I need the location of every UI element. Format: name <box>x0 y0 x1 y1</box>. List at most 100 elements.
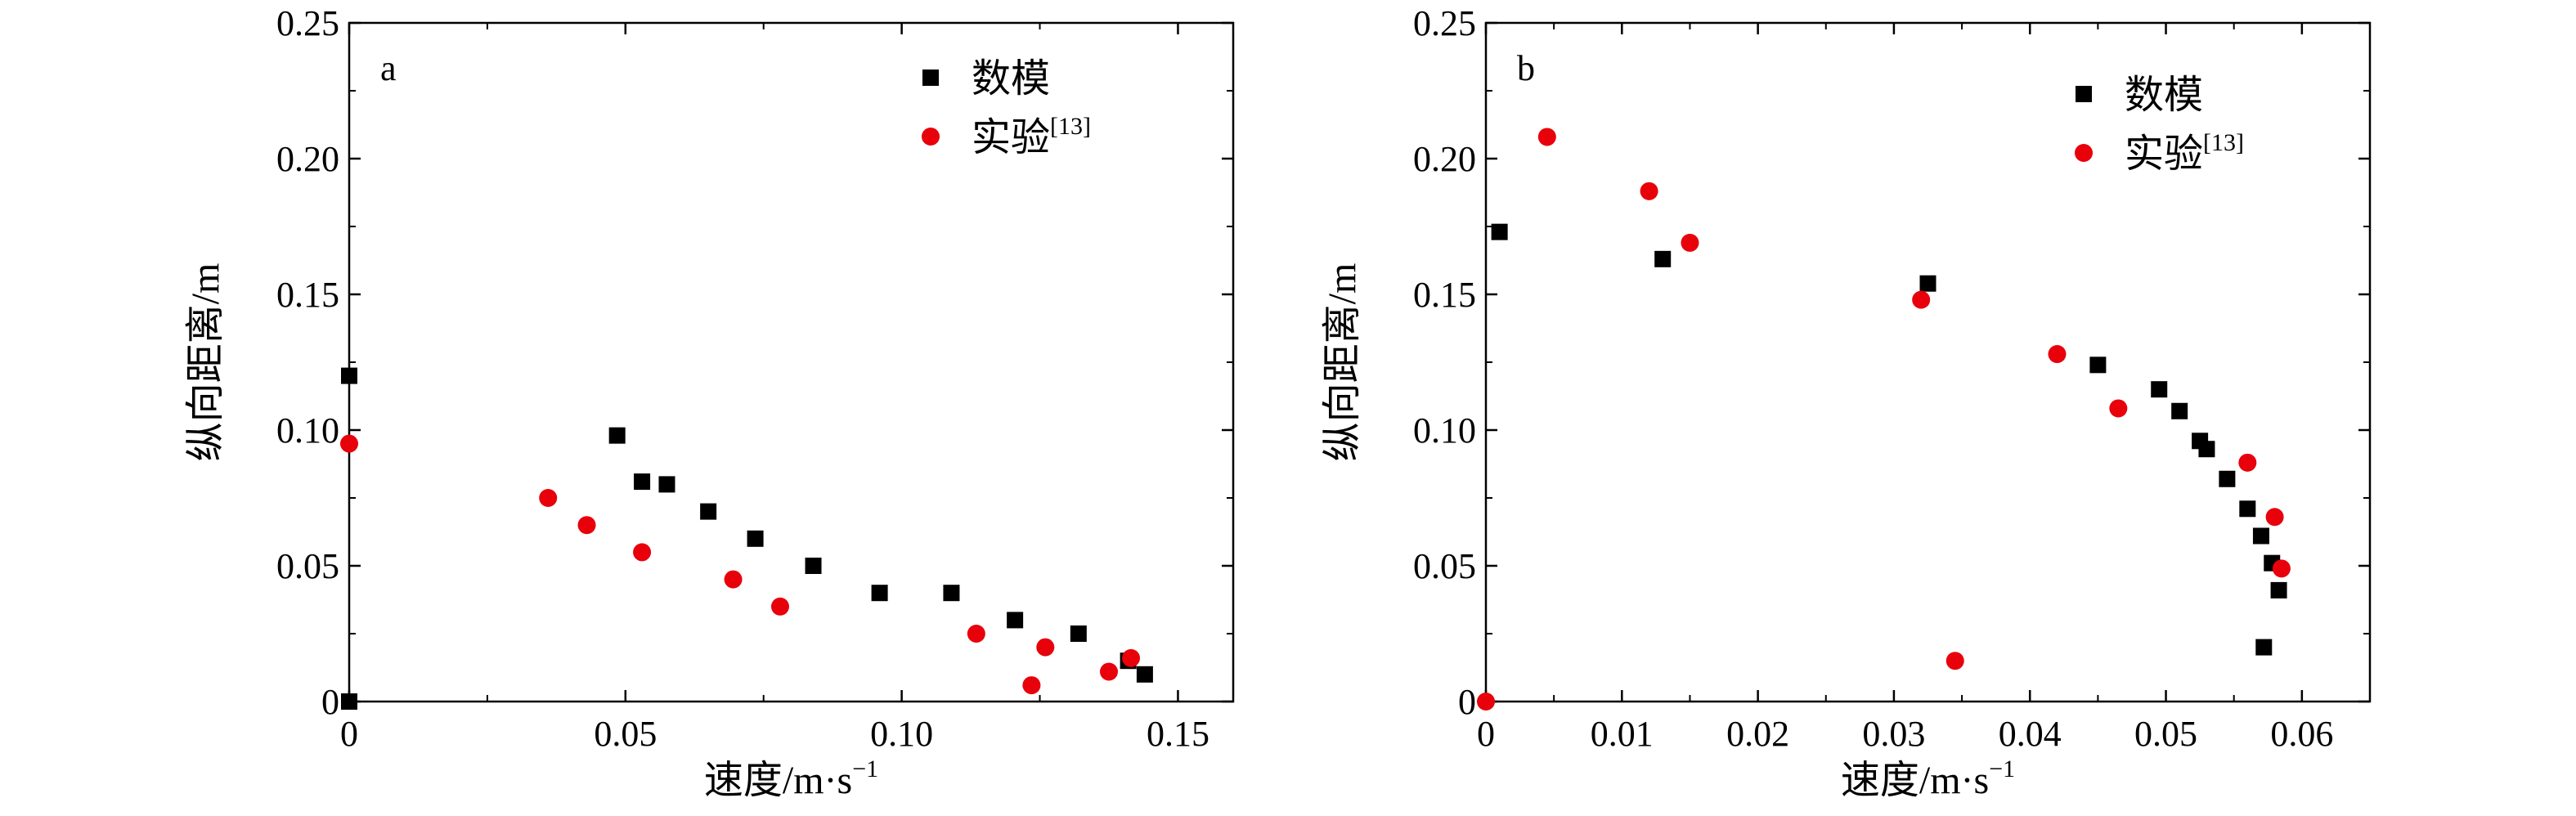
plot-frame <box>348 21 1235 703</box>
series-experimental <box>340 434 1141 695</box>
data-point-square <box>2252 527 2269 545</box>
x-axis-title: 速度/m·s−1 <box>704 755 878 802</box>
data-point-square <box>1919 275 1936 292</box>
data-point-square <box>2270 581 2287 599</box>
legend-label-sup: [13] <box>1050 113 1091 140</box>
data-point-square <box>634 473 651 491</box>
x-tick-label: 0.05 <box>594 714 657 754</box>
legend-label-sup: [13] <box>2203 129 2244 156</box>
x-tick-label: 0.05 <box>2134 714 2197 754</box>
data-point-circle <box>770 597 789 616</box>
data-point-circle <box>967 625 985 643</box>
data-point-circle <box>577 516 596 535</box>
data-point-circle <box>2265 508 2284 527</box>
data-point-square <box>1070 625 1087 642</box>
x-tick-label: 0.10 <box>870 714 933 754</box>
plot-frame <box>1484 21 2372 703</box>
data-point-circle <box>1099 662 1118 681</box>
y-axis-title: 纵向距离/m <box>184 263 227 462</box>
data-point-circle <box>1945 652 1964 670</box>
data-point-square <box>608 427 626 444</box>
legend-label: 数模 <box>972 57 1050 101</box>
x-axis-title-sup: −1 <box>1989 755 2015 782</box>
data-point-square <box>341 367 357 384</box>
data-point-circle <box>2109 399 2128 418</box>
y-tick-label: 0.10 <box>1413 410 1476 451</box>
data-point-circle <box>1640 182 1658 200</box>
data-point-circle <box>2048 345 2067 364</box>
x-tick-label: 0 <box>1477 714 1495 754</box>
data-point-square <box>2198 441 2215 458</box>
data-point-circle <box>1537 128 1556 146</box>
x-tick-label: 0 <box>340 714 358 754</box>
panel-a: 0 0.05 0.10 0.15 0 0.05 0.10 0.15 0.20 0.25 速度/m·s… <box>184 3 1235 802</box>
y-tick-label: 0 <box>321 682 339 722</box>
legend-label: 数模 <box>2125 74 2203 117</box>
data-point-square <box>1007 612 1024 629</box>
legend-marker-circle <box>2075 144 2093 162</box>
x-axis-title-text: 速度/m·s <box>1841 759 1989 802</box>
data-point-circle <box>633 543 652 562</box>
data-point-square <box>2239 500 2256 518</box>
data-point-circle <box>1036 638 1055 657</box>
legend-label-text: 实验 <box>2125 132 2203 176</box>
y-tick-label: 0.05 <box>1413 546 1476 586</box>
panel-label: b <box>1517 48 1535 88</box>
data-point-square <box>2089 356 2107 374</box>
data-point-square <box>2219 470 2236 487</box>
data-point-circle <box>1022 676 1041 695</box>
data-point-circle <box>1122 648 1141 667</box>
data-point-square <box>1491 223 1508 240</box>
series-numerical <box>341 367 1153 710</box>
y-tick-label: 0.20 <box>1413 139 1476 179</box>
x-axis-title-text: 速度/m·s <box>704 759 852 802</box>
y-tick-label: 0.20 <box>276 139 339 179</box>
series-experimental <box>1477 128 2291 711</box>
panel-b: 0 0.01 0.02 0.03 0.04 0.05 0.06 0 0.05 0.10 0.15 0.… <box>1321 3 2372 802</box>
y-tick-label: 0.15 <box>276 275 339 315</box>
x-tick-label: 0.03 <box>1862 714 1925 754</box>
data-point-circle <box>2272 559 2291 578</box>
data-point-circle <box>1912 290 1931 309</box>
data-point-circle <box>1477 693 1495 711</box>
y-tick-label: 0.15 <box>1413 275 1476 315</box>
data-point-circle <box>724 570 743 589</box>
legend-label-text: 数模 <box>972 57 1050 101</box>
legend-marker-square <box>922 69 939 86</box>
series-numerical <box>1491 223 2287 656</box>
y-tick-label: 0.25 <box>1413 3 1476 43</box>
data-point-circle <box>539 489 558 507</box>
y-axis-title: 纵向距离/m <box>1321 263 1364 462</box>
panel-label: a <box>380 48 397 88</box>
x-tick-label: 0.01 <box>1591 714 1654 754</box>
legend-label: 实验[13] <box>972 113 1091 159</box>
x-axis-title-sup: −1 <box>852 755 878 782</box>
y-tick-label: 0.25 <box>276 3 339 43</box>
data-point-square <box>2151 381 2168 398</box>
legend-marker-circle <box>922 128 940 146</box>
data-point-square <box>805 558 822 574</box>
legend-marker-square <box>2076 86 2092 102</box>
x-tick-label: 0.06 <box>2270 714 2333 754</box>
data-point-square <box>943 585 960 602</box>
data-point-square <box>658 476 675 493</box>
data-point-square <box>2171 402 2188 419</box>
y-tick-label: 0.10 <box>276 410 339 451</box>
x-tick-label: 0.04 <box>1999 714 2062 754</box>
data-point-circle <box>340 434 358 453</box>
legend-label-text: 实验 <box>972 116 1050 159</box>
legend-label-text: 数模 <box>2125 74 2203 117</box>
x-tick-label: 0.02 <box>1726 714 1789 754</box>
data-point-circle <box>2238 453 2257 472</box>
data-point-square <box>1136 666 1153 683</box>
legend-label: 实验[13] <box>2125 129 2244 176</box>
data-point-square <box>341 693 357 710</box>
y-tick-label: 0 <box>1458 682 1476 722</box>
x-tick-label: 0.15 <box>1147 714 1209 754</box>
data-point-circle <box>1681 233 1699 252</box>
data-point-square <box>871 585 888 602</box>
y-tick-label: 0.05 <box>276 546 339 586</box>
